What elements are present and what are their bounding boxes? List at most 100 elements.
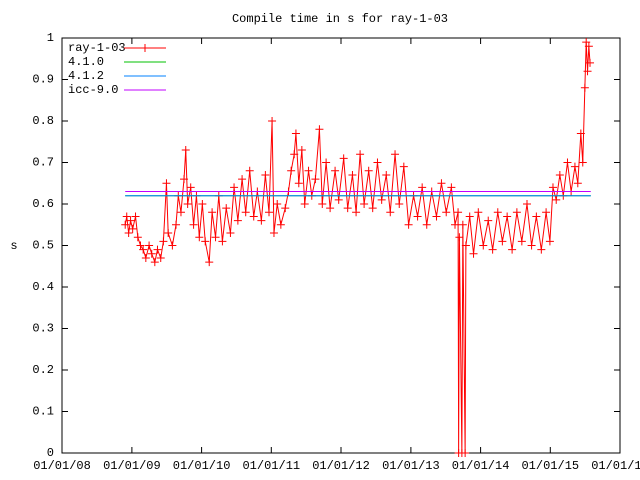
point-marker bbox=[291, 129, 300, 138]
y-tick-label: 1 bbox=[47, 31, 54, 45]
point-marker bbox=[326, 204, 335, 213]
point-marker bbox=[168, 241, 177, 250]
y-tick-label: 0.3 bbox=[32, 322, 54, 336]
point-marker bbox=[230, 183, 239, 192]
point-marker bbox=[508, 245, 517, 254]
legend-label: icc-9.0 bbox=[68, 83, 118, 97]
point-marker bbox=[458, 220, 467, 229]
point-marker bbox=[273, 200, 282, 208]
point-marker bbox=[432, 212, 441, 221]
point-marker bbox=[474, 208, 483, 217]
point-marker bbox=[124, 229, 133, 238]
point-marker bbox=[570, 162, 579, 171]
point-marker bbox=[249, 212, 258, 221]
point-marker bbox=[183, 200, 192, 208]
legend-label: 4.1.0 bbox=[68, 55, 104, 69]
point-marker bbox=[455, 233, 464, 242]
point-marker bbox=[343, 204, 352, 213]
point-marker bbox=[373, 158, 382, 167]
point-marker bbox=[493, 208, 502, 217]
point-marker bbox=[245, 166, 254, 175]
point-marker bbox=[269, 229, 278, 238]
point-marker bbox=[578, 158, 587, 167]
point-marker bbox=[141, 253, 150, 262]
point-marker bbox=[582, 38, 591, 47]
point-marker bbox=[542, 208, 551, 217]
point-marker bbox=[180, 175, 189, 184]
point-marker bbox=[181, 146, 190, 155]
y-tick-label: 0 bbox=[47, 446, 54, 460]
x-tick-label: 01/01/08 bbox=[33, 459, 91, 473]
x-tick-label: 01/01/15 bbox=[521, 459, 579, 473]
point-marker bbox=[128, 224, 137, 233]
legend-marker bbox=[141, 44, 149, 52]
point-marker bbox=[189, 220, 198, 229]
point-marker bbox=[583, 67, 592, 76]
point-marker bbox=[454, 208, 463, 217]
x-tick-label: 01/01/09 bbox=[103, 459, 161, 473]
point-marker bbox=[211, 233, 220, 242]
point-marker bbox=[545, 237, 554, 246]
point-marker bbox=[121, 220, 130, 229]
point-marker bbox=[498, 237, 507, 246]
point-marker bbox=[164, 229, 173, 238]
x-tick-label: 01/01/12 bbox=[312, 459, 370, 473]
point-marker bbox=[238, 175, 247, 184]
point-marker bbox=[563, 158, 572, 167]
legend-label: ray-1-03 bbox=[68, 41, 126, 55]
point-marker bbox=[339, 154, 348, 163]
point-marker bbox=[198, 200, 207, 208]
point-marker bbox=[159, 237, 168, 246]
point-marker bbox=[532, 212, 541, 221]
point-marker bbox=[517, 237, 526, 246]
y-tick-label: 0.6 bbox=[32, 197, 54, 211]
x-tick-label: 01/01/13 bbox=[382, 459, 440, 473]
point-marker bbox=[268, 117, 277, 125]
point-marker bbox=[555, 170, 564, 179]
y-tick-label: 0.8 bbox=[32, 114, 54, 128]
point-marker bbox=[304, 166, 313, 175]
point-marker bbox=[437, 179, 446, 188]
point-marker bbox=[382, 170, 391, 179]
plot-frame bbox=[61, 37, 621, 454]
point-marker bbox=[573, 179, 582, 188]
x-tick-label: 01/01/10 bbox=[173, 459, 231, 473]
point-marker bbox=[331, 166, 340, 175]
point-marker bbox=[469, 249, 478, 258]
point-marker bbox=[548, 183, 557, 192]
point-marker bbox=[201, 237, 210, 246]
y-tick-label: 0.9 bbox=[32, 73, 54, 87]
point-marker bbox=[222, 204, 231, 213]
y-tick-label: 0.4 bbox=[32, 280, 54, 294]
y-tick-label: 0.7 bbox=[32, 156, 54, 170]
point-marker bbox=[368, 204, 377, 213]
point-marker bbox=[318, 200, 327, 208]
point-marker bbox=[576, 129, 585, 138]
point-marker bbox=[226, 229, 235, 238]
point-marker bbox=[523, 200, 531, 208]
point-marker bbox=[281, 204, 290, 213]
point-marker bbox=[287, 166, 296, 175]
point-marker bbox=[360, 200, 369, 208]
point-marker bbox=[265, 208, 274, 217]
point-marker bbox=[461, 241, 470, 250]
point-marker bbox=[172, 220, 181, 229]
point-marker bbox=[580, 83, 589, 92]
point-marker bbox=[451, 220, 460, 229]
point-marker bbox=[145, 241, 154, 250]
point-marker bbox=[300, 200, 309, 208]
point-marker bbox=[186, 183, 195, 192]
point-marker bbox=[503, 212, 512, 221]
point-marker bbox=[377, 195, 386, 204]
point-marker bbox=[404, 220, 413, 229]
point-marker bbox=[586, 58, 595, 67]
point-marker bbox=[257, 216, 266, 225]
point-marker bbox=[418, 183, 427, 192]
point-marker bbox=[334, 195, 343, 204]
point-marker bbox=[294, 179, 303, 188]
point-marker bbox=[584, 42, 593, 51]
point-marker bbox=[241, 208, 250, 217]
